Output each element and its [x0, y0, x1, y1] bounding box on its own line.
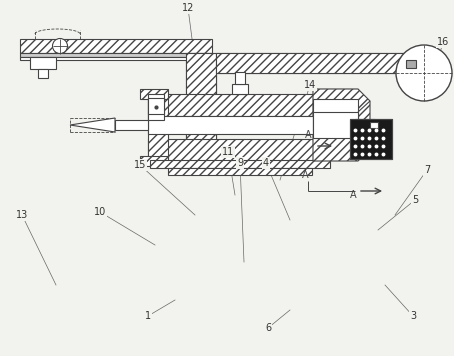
Bar [148, 116, 313, 134]
Text: 6: 6 [265, 323, 271, 333]
Bar [148, 94, 313, 116]
Bar [350, 119, 392, 159]
Bar [313, 99, 358, 131]
Bar [406, 60, 416, 68]
Bar [140, 89, 168, 99]
Bar [30, 57, 56, 69]
Bar [20, 57, 212, 60]
Text: 13: 13 [16, 210, 28, 220]
Bar [235, 72, 245, 84]
Bar [20, 53, 212, 57]
Text: 12: 12 [182, 3, 194, 13]
Bar [115, 120, 148, 130]
Bar [370, 122, 378, 128]
Bar [168, 168, 312, 175]
Circle shape [396, 45, 452, 101]
Bar [350, 119, 392, 159]
Text: 15: 15 [134, 160, 146, 170]
Text: 16: 16 [437, 37, 449, 47]
Text: 11: 11 [222, 147, 234, 157]
Bar [140, 156, 168, 166]
Polygon shape [313, 89, 370, 161]
Bar [232, 84, 248, 94]
Bar [148, 98, 164, 114]
Bar [148, 139, 313, 161]
Text: 7: 7 [424, 165, 430, 175]
Text: A: A [350, 190, 357, 200]
Bar [313, 89, 358, 141]
Text: 5: 5 [412, 195, 418, 205]
Bar [355, 119, 375, 131]
Text: 9: 9 [237, 158, 243, 168]
Bar [216, 53, 406, 73]
Bar [313, 112, 358, 138]
Bar [186, 53, 216, 151]
Text: 3: 3 [410, 311, 416, 321]
Bar [150, 160, 330, 168]
Text: 1: 1 [145, 311, 151, 321]
Text: 4: 4 [263, 158, 269, 168]
Polygon shape [70, 118, 115, 132]
Bar [148, 94, 164, 120]
Text: 10: 10 [94, 207, 106, 217]
Text: A: A [302, 170, 309, 180]
Text: 14: 14 [304, 80, 316, 90]
Text: A: A [305, 130, 311, 140]
Bar [20, 39, 212, 53]
Circle shape [53, 38, 68, 53]
Bar [148, 94, 168, 161]
Bar [38, 69, 48, 78]
